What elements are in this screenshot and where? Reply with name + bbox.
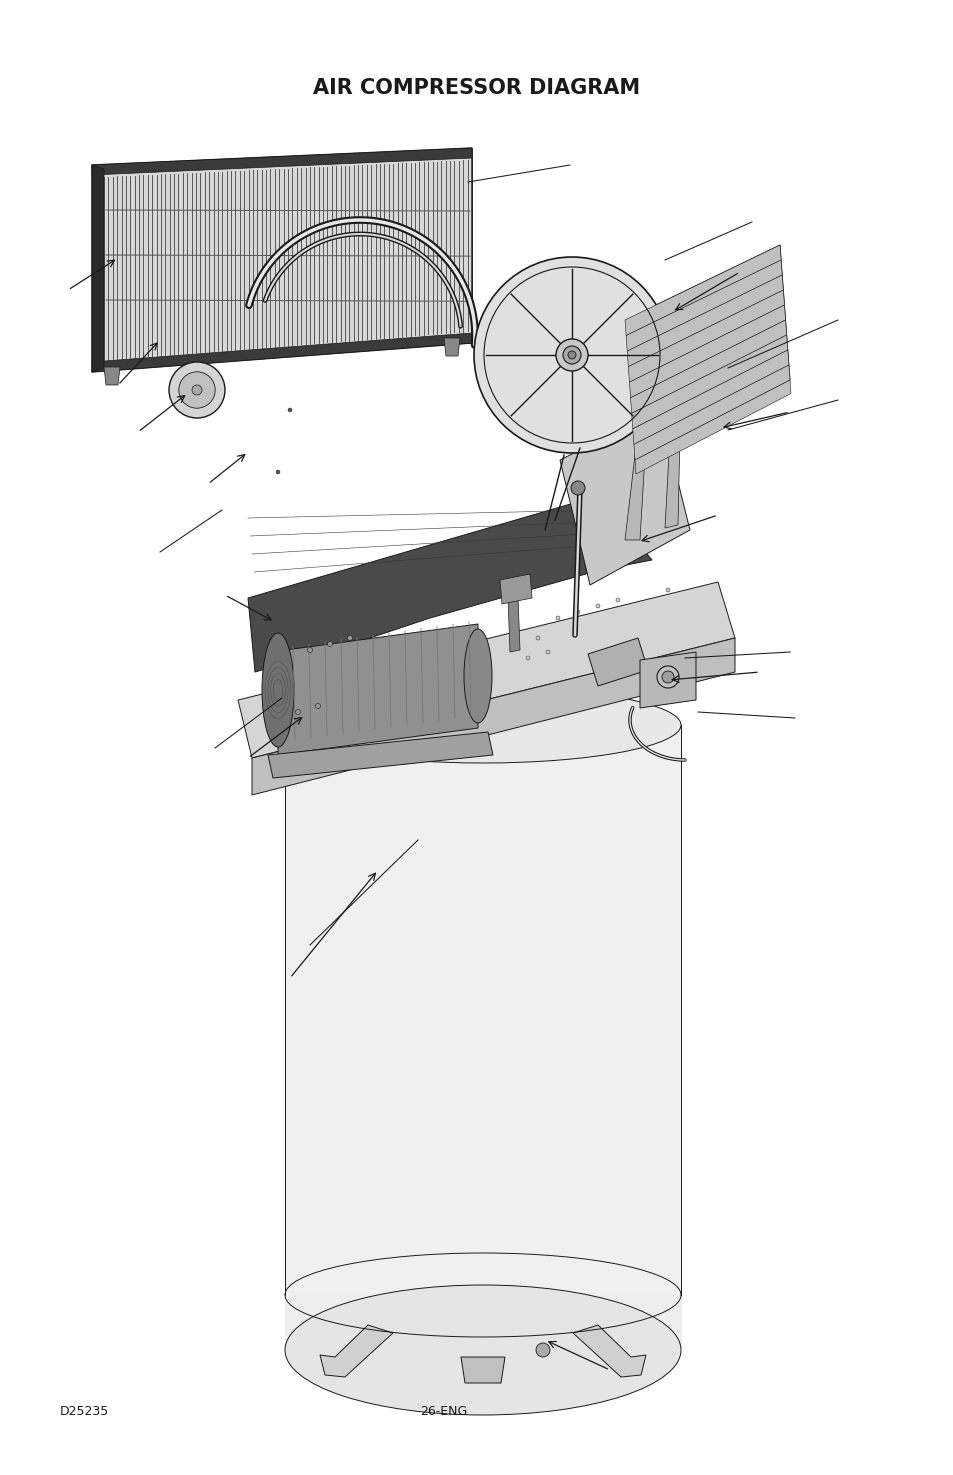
Ellipse shape	[556, 617, 559, 620]
Ellipse shape	[307, 648, 313, 652]
Polygon shape	[632, 350, 788, 444]
Polygon shape	[626, 274, 782, 367]
Ellipse shape	[567, 351, 576, 358]
Ellipse shape	[525, 656, 530, 659]
Ellipse shape	[262, 633, 294, 746]
Polygon shape	[104, 367, 120, 385]
Polygon shape	[635, 381, 790, 473]
Polygon shape	[633, 364, 789, 460]
Ellipse shape	[285, 687, 680, 763]
Ellipse shape	[545, 650, 550, 653]
Polygon shape	[624, 454, 644, 540]
Ellipse shape	[192, 385, 202, 395]
Polygon shape	[587, 639, 647, 686]
Polygon shape	[630, 320, 786, 413]
Ellipse shape	[178, 372, 215, 409]
Polygon shape	[624, 245, 789, 460]
Polygon shape	[277, 624, 477, 755]
Ellipse shape	[169, 361, 225, 417]
Polygon shape	[624, 245, 781, 335]
Ellipse shape	[665, 589, 669, 591]
Ellipse shape	[616, 597, 619, 602]
Polygon shape	[573, 1325, 645, 1378]
Text: D25235: D25235	[60, 1406, 110, 1417]
Polygon shape	[507, 596, 519, 652]
Ellipse shape	[315, 704, 320, 708]
Ellipse shape	[275, 471, 280, 473]
Polygon shape	[625, 260, 781, 351]
Ellipse shape	[285, 1285, 680, 1415]
Polygon shape	[460, 1357, 504, 1384]
Polygon shape	[629, 305, 784, 398]
Polygon shape	[443, 338, 459, 355]
Ellipse shape	[536, 1344, 550, 1357]
Ellipse shape	[474, 257, 669, 453]
Polygon shape	[499, 574, 532, 603]
Text: AIR COMPRESSOR DIAGRAM: AIR COMPRESSOR DIAGRAM	[314, 78, 639, 97]
Polygon shape	[252, 639, 734, 795]
Polygon shape	[248, 496, 651, 673]
Ellipse shape	[571, 481, 584, 496]
Ellipse shape	[661, 671, 673, 683]
Ellipse shape	[347, 636, 352, 640]
Ellipse shape	[576, 611, 579, 614]
Polygon shape	[268, 732, 493, 777]
Ellipse shape	[536, 636, 539, 640]
Ellipse shape	[596, 603, 599, 608]
Polygon shape	[91, 148, 472, 176]
Polygon shape	[631, 335, 787, 429]
Polygon shape	[91, 148, 472, 372]
Polygon shape	[559, 410, 689, 586]
Ellipse shape	[288, 409, 292, 412]
Text: 26-ENG: 26-ENG	[419, 1406, 467, 1417]
Polygon shape	[91, 333, 472, 372]
Ellipse shape	[295, 709, 300, 714]
Ellipse shape	[556, 339, 587, 372]
Polygon shape	[639, 652, 696, 708]
Polygon shape	[628, 291, 783, 382]
Ellipse shape	[657, 667, 679, 687]
Ellipse shape	[327, 642, 333, 646]
Polygon shape	[91, 165, 104, 372]
Polygon shape	[237, 583, 734, 758]
Ellipse shape	[463, 628, 492, 723]
Polygon shape	[664, 432, 679, 528]
Polygon shape	[319, 1325, 393, 1378]
Ellipse shape	[562, 347, 580, 364]
